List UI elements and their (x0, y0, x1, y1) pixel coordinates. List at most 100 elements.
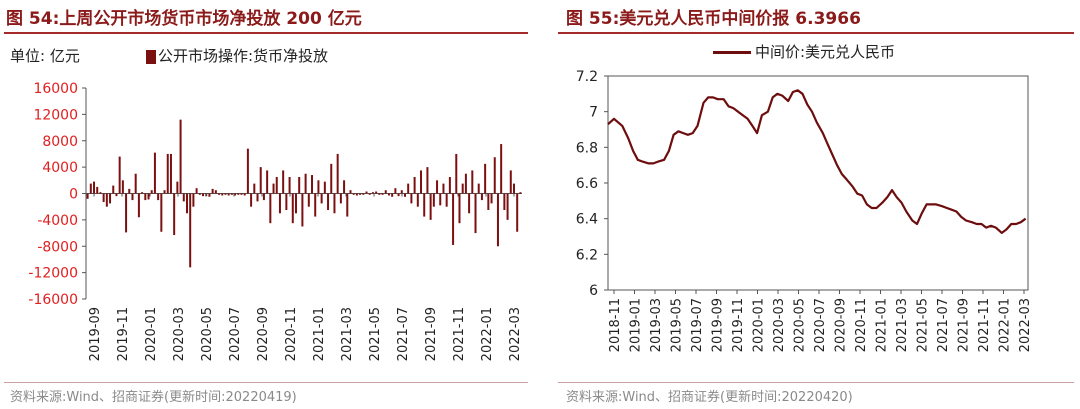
x-tick-label: 2019-07 (690, 298, 705, 352)
bar (381, 193, 384, 195)
y-tick-label: 6 (589, 283, 598, 299)
bar (352, 193, 355, 195)
bar (195, 188, 198, 194)
bar (339, 193, 342, 204)
x-tick-label: 2021-07 (936, 298, 951, 352)
bar (519, 192, 522, 194)
bar (230, 193, 233, 195)
bar (487, 193, 490, 210)
bar (314, 193, 317, 217)
bar (323, 181, 326, 194)
bar (269, 193, 272, 224)
bar (346, 193, 349, 217)
line-series (607, 89, 1027, 234)
bar (240, 193, 243, 195)
bar (99, 192, 102, 194)
series-line (607, 89, 1027, 234)
bar (109, 193, 112, 204)
bar (182, 193, 185, 202)
chart-title: 图 55:美元兑人民币中间价报 6.3966 (566, 9, 861, 29)
bar (509, 170, 512, 194)
bar (493, 157, 496, 194)
y-tick-label: -4000 (37, 213, 78, 229)
bar (169, 153, 172, 194)
bar (160, 193, 163, 232)
bar (253, 183, 256, 194)
bar (311, 175, 314, 194)
chart-legend: 公开市场操作:货币净投放 (146, 45, 328, 66)
bar (397, 193, 400, 197)
bar (259, 167, 262, 194)
bar (365, 191, 368, 194)
x-tick-label: 2019-03 (649, 298, 664, 352)
bar (378, 193, 381, 195)
bar (214, 190, 217, 194)
source-note: 资料来源:Wind、招商证券(更新时间:20220419) (10, 390, 297, 405)
bar (448, 177, 451, 194)
bar (400, 190, 403, 194)
line-chart: 2018-11 2019-01 2019-03 2019-05 2019-07 2019-… (576, 69, 1033, 352)
x-tick-label: 2020-11 (284, 307, 299, 361)
bar (256, 193, 259, 202)
x-tick-label: 2021-03 (895, 298, 910, 352)
bar (234, 193, 237, 196)
x-tick-label: 2020-09 (256, 307, 271, 361)
legend-label: 公开市场操作:货币净投放 (158, 47, 329, 65)
bar (301, 193, 304, 227)
bar (278, 193, 281, 214)
x-tick-label: 2020-07 (228, 307, 243, 361)
x-tick-label: 2021-07 (396, 307, 411, 361)
y-tick-label: 6.4 (576, 212, 598, 228)
bar (387, 193, 390, 196)
bar (442, 183, 445, 194)
bar (288, 177, 291, 194)
bar (461, 183, 464, 194)
bar (455, 153, 458, 194)
bar (436, 180, 439, 194)
bar (384, 190, 387, 194)
bar-chart: 2019-09 2019-11 2020-01 2020-03 2020-05 2020-… (28, 81, 523, 361)
x-tick-label: 2020-01 (144, 307, 159, 361)
x-axis-ticks: 2018-11 2019-01 2019-03 2019-05 2019-07 2019-… (608, 290, 1033, 352)
x-tick-label: 2020-03 (172, 307, 187, 361)
bar (355, 193, 358, 196)
bar (218, 193, 221, 195)
x-tick-label: 2022-01 (998, 298, 1013, 352)
bar (192, 193, 195, 207)
bar (266, 170, 269, 194)
bar (391, 193, 394, 197)
bar (237, 193, 240, 195)
bar (176, 181, 179, 194)
y-tick-label: 8000 (42, 134, 78, 150)
bar (112, 185, 115, 194)
y-tick-label: 6.8 (576, 140, 598, 156)
bar (93, 181, 96, 194)
bar (285, 193, 288, 210)
x-tick-label: 2021-05 (916, 298, 931, 352)
bar (202, 193, 205, 197)
x-tick-label: 2019-05 (670, 298, 685, 352)
x-tick-label: 2022-01 (480, 307, 495, 361)
y-tick-label: -16000 (28, 292, 78, 308)
bar (506, 193, 509, 220)
legend-swatch (713, 51, 751, 54)
bar (282, 170, 285, 194)
bar (423, 193, 426, 217)
bar (445, 193, 448, 207)
bar (416, 193, 419, 207)
bar (227, 193, 230, 196)
bar (320, 193, 323, 204)
right-axes (607, 75, 1029, 291)
bar (490, 193, 493, 204)
bar (198, 193, 201, 195)
bar (468, 193, 471, 214)
y-tick-label: 4000 (42, 160, 78, 176)
y-tick-label: 7.2 (576, 69, 598, 85)
bar (394, 188, 397, 194)
left-chart-panel: 图 54:上周公开市场货币市场净投放 200 亿元 单位: 亿元 公开市场操作:… (0, 0, 532, 409)
bar (368, 193, 371, 195)
bar (432, 193, 435, 207)
footer-divider (558, 382, 1074, 383)
bar (208, 193, 211, 197)
bar (464, 173, 467, 194)
